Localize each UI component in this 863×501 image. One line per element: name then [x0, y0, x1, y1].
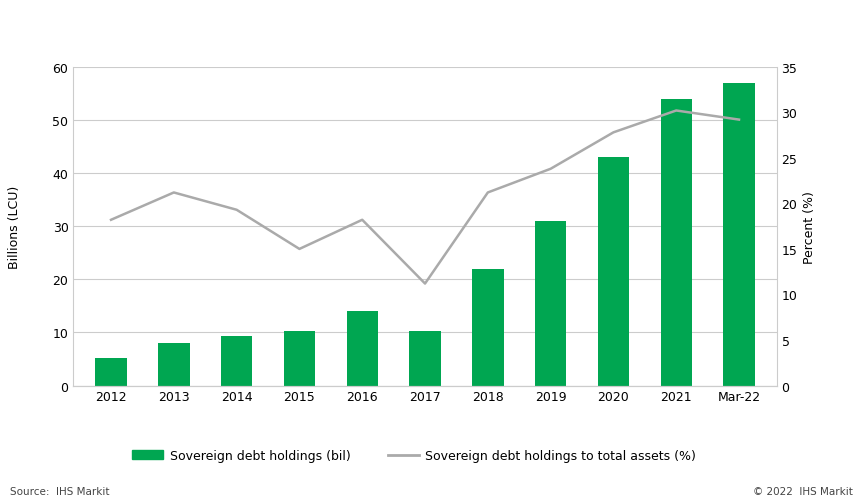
- Legend: Sovereign debt holdings (bil), Sovereign debt holdings to total assets (%): Sovereign debt holdings (bil), Sovereign…: [127, 444, 702, 467]
- Bar: [598, 158, 629, 386]
- Bar: [221, 337, 252, 386]
- Text: © 2022  IHS Markit: © 2022 IHS Markit: [753, 486, 853, 496]
- Bar: [284, 332, 315, 386]
- Bar: [535, 221, 566, 386]
- Bar: [409, 332, 441, 386]
- Bar: [660, 99, 692, 386]
- Bar: [158, 343, 190, 386]
- Bar: [347, 312, 378, 386]
- Bar: [95, 358, 127, 386]
- Text: Ghana Sovereign debt holdings: Ghana Sovereign debt holdings: [10, 20, 305, 38]
- Y-axis label: Billions (LCU): Billions (LCU): [8, 185, 21, 268]
- Bar: [472, 269, 503, 386]
- Bar: [723, 84, 755, 386]
- Y-axis label: Percent (%): Percent (%): [803, 190, 816, 263]
- Text: Source:  IHS Markit: Source: IHS Markit: [10, 486, 110, 496]
